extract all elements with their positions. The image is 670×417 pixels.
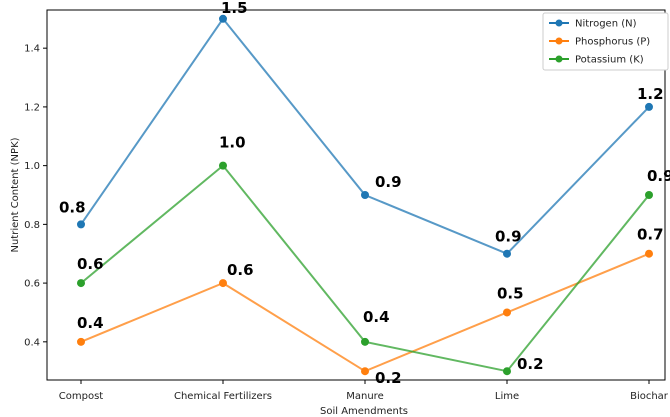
x-tick-label: Chemical Fertilizers (174, 391, 272, 402)
y-tick-label: 1.0 (24, 161, 40, 172)
y-tick-label: 1.4 (24, 44, 40, 55)
data-point (219, 14, 227, 23)
data-label: 1.2 (637, 85, 664, 103)
data-label: 0.6 (77, 255, 104, 273)
x-axis-title: Soil Amendments (320, 406, 408, 417)
x-tick-label: Biochar (630, 391, 669, 402)
data-label: 1.0 (219, 134, 246, 152)
x-tick-label: Compost (59, 391, 104, 402)
x-axis: Compost Chemical Fertilizers Manure Lime Bio… (59, 380, 669, 402)
y-tick-label: 0.8 (24, 220, 40, 231)
data-label: 0.9 (375, 173, 402, 191)
data-label: 1.5 (221, 0, 248, 17)
legend-box (542, 12, 669, 71)
data-point (361, 191, 369, 199)
data-labels: 0.8 1.5 0.9 0.9 1.2 0.4 0.6 0.2 0.5 0.7 0.6 1.0 0.4 0… (59, 0, 670, 387)
data-point (645, 191, 653, 199)
series-points (77, 14, 653, 376)
data-label: 0.4 (363, 308, 390, 326)
data-point (219, 279, 227, 288)
data-label: 0.4 (77, 314, 104, 332)
y-tick-label: 1.2 (24, 102, 40, 113)
legend-marker (555, 55, 563, 63)
legend: Nitrogen (N) Phosphorus (P) Potassium (K) (542, 12, 669, 71)
data-point (361, 367, 369, 376)
data-point (361, 337, 369, 346)
y-tick-label: 0.6 (24, 279, 40, 290)
legend-marker (555, 19, 563, 27)
data-point (219, 161, 227, 170)
data-label: 0.5 (497, 284, 524, 302)
y-tick-label: 0.4 (24, 337, 40, 348)
data-point (503, 367, 511, 376)
data-label: 0.8 (59, 198, 86, 216)
plot-frame (46, 9, 666, 381)
x-tick-label: Lime (495, 391, 519, 402)
data-label: 0.2 (517, 355, 544, 373)
data-point (503, 249, 511, 258)
y-axis: 0.4 0.6 0.8 1.0 1.2 1.4 (24, 44, 47, 348)
legend-label: Phosphorus (P) (575, 37, 650, 48)
data-label: 0.2 (375, 369, 402, 387)
data-point (645, 249, 653, 258)
data-label: 0.9 (495, 228, 522, 246)
y-axis-title: Nutrient Content (NPK) (10, 137, 21, 252)
data-label: 0.6 (227, 261, 254, 279)
data-label: 0.7 (637, 226, 664, 244)
legend-label: Nitrogen (N) (575, 19, 637, 30)
data-point (503, 308, 511, 317)
data-point (77, 337, 85, 346)
data-label: 0.9 (647, 167, 670, 185)
data-point (77, 220, 85, 229)
legend-marker (555, 37, 563, 45)
data-point (645, 102, 653, 111)
data-point (77, 279, 85, 288)
legend-label: Potassium (K) (575, 55, 644, 66)
x-tick-label: Manure (346, 391, 383, 402)
